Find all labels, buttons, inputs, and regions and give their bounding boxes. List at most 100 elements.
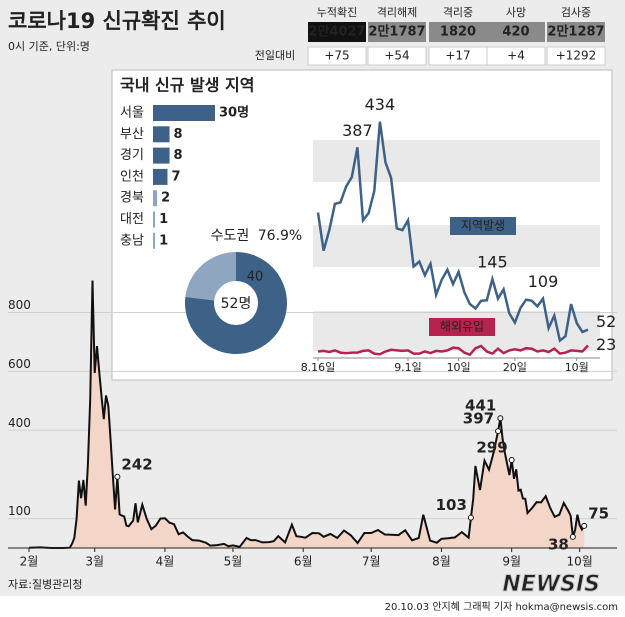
annotation-dot: [467, 514, 474, 521]
annotation: 109: [528, 272, 559, 291]
annotation: 434: [365, 95, 396, 114]
donut-share: 76.9%: [258, 228, 302, 244]
series-line: [317, 344, 589, 357]
stats-box: [429, 22, 487, 42]
stats-box: [308, 22, 366, 42]
y-tick-label: 400: [8, 416, 31, 430]
x-tick-label: 8.16일: [301, 360, 336, 374]
bar: [153, 190, 158, 207]
annotation: 52: [596, 312, 616, 331]
donut-label: 수도권: [211, 228, 250, 244]
subtitle: 0시 기준, 단위:명: [8, 40, 90, 53]
stats-change-box: [546, 46, 606, 66]
annotation-dot: [114, 473, 121, 480]
title: 코로나19 신규확진 추이: [8, 9, 226, 33]
category-label: 경북: [120, 191, 144, 206]
category-label: 충남: [120, 233, 144, 248]
annotation: 103: [436, 496, 467, 514]
legend-label: 해외유입: [440, 320, 484, 334]
x-tick-label: 10월: [565, 361, 589, 374]
y-tick-label: 800: [8, 298, 31, 312]
annotation-dot: [569, 533, 576, 540]
x-tick-label: 9월: [502, 555, 521, 569]
bar: [153, 147, 170, 164]
footer-bar: [0, 596, 625, 617]
area-fill: [29, 280, 585, 548]
x-tick-label: 2월: [20, 555, 39, 569]
value-label: 7: [171, 169, 180, 184]
stats-box: [547, 22, 605, 42]
annotation: 38: [548, 535, 569, 553]
legend-label: 지역발생: [461, 219, 505, 233]
credit: 20.10.03 안지혜 그래픽 기자 hokma@newsis.com: [385, 601, 618, 613]
y-tick-label: 100: [8, 504, 31, 518]
stats-box: [487, 22, 545, 42]
category-label: 부산: [120, 127, 144, 142]
x-tick-label: 9.1일: [394, 360, 422, 374]
y-tick-label: 600: [8, 357, 31, 371]
value-label: 30명: [219, 105, 249, 121]
annotation: 387: [342, 121, 373, 140]
x-tick-label: 10월: [567, 555, 593, 569]
donut-hole: [214, 281, 258, 325]
stats-row-label: 전일대비: [255, 48, 295, 62]
bar: [153, 232, 156, 249]
value-label: 1: [159, 212, 168, 227]
annotation-dot: [508, 456, 515, 463]
legend-box: [429, 318, 495, 336]
stats-header: 격리해제: [377, 5, 417, 19]
stats-total: 420: [502, 25, 529, 40]
value-label: 2: [161, 191, 170, 206]
stats-change: +54: [384, 49, 409, 63]
value-label: 8: [174, 148, 183, 163]
series-line: [316, 121, 589, 343]
line: [28, 280, 586, 549]
category-label: 경기: [120, 148, 144, 163]
annotation: 145: [477, 253, 508, 272]
x-tick-label: 8월: [432, 555, 451, 569]
stats-header: 검사중: [561, 6, 591, 19]
category-label: 서울: [120, 106, 144, 121]
stats-header: 누적확진: [317, 6, 357, 19]
bar: [153, 126, 170, 143]
annotation: 299: [476, 438, 507, 456]
stats-change: +17: [445, 49, 470, 63]
stats-change-box: [367, 46, 427, 66]
category-label: 인천: [120, 169, 144, 184]
bar: [153, 105, 215, 121]
stats-box: [368, 22, 426, 42]
bar: [153, 211, 156, 228]
stats-total: 1820: [440, 25, 476, 40]
x-tick-label: 4월: [156, 555, 175, 569]
stats-total: 2만1287: [547, 24, 604, 40]
annotation-dot: [495, 428, 502, 435]
watermark: NEWSIS: [502, 572, 600, 597]
inset-title: 국내 신규 발생 지역: [120, 76, 254, 95]
stats-total: 2만4027: [308, 24, 365, 40]
band: [313, 140, 600, 182]
x-tick-label: 5월: [224, 555, 243, 569]
value-label: 8: [174, 127, 183, 142]
annotation: 242: [121, 455, 152, 473]
annotation-dot: [581, 522, 588, 529]
stats-change: +1292: [556, 49, 597, 63]
x-tick-label: 6월: [294, 555, 313, 569]
stats-total: 2만1787: [368, 24, 425, 40]
x-tick-label: 10일: [447, 360, 471, 374]
legend-box: [450, 217, 516, 235]
stats-header: 사망: [506, 6, 526, 19]
category-label: 대전: [120, 212, 144, 227]
annotation: 441: [465, 397, 496, 415]
x-tick-label: 3월: [85, 555, 104, 569]
annotation: 75: [588, 504, 609, 522]
annotation: 23: [596, 335, 616, 354]
stats-change: +75: [324, 49, 349, 63]
x-tick-label: 7월: [362, 555, 381, 569]
annotation: 397: [463, 410, 494, 428]
source: 자료:질병관리청: [8, 578, 83, 591]
annotation-dot: [497, 415, 504, 422]
stats-change: +4: [507, 49, 525, 63]
stats-change-box: [486, 46, 546, 66]
donut-total: 52명: [221, 296, 252, 312]
